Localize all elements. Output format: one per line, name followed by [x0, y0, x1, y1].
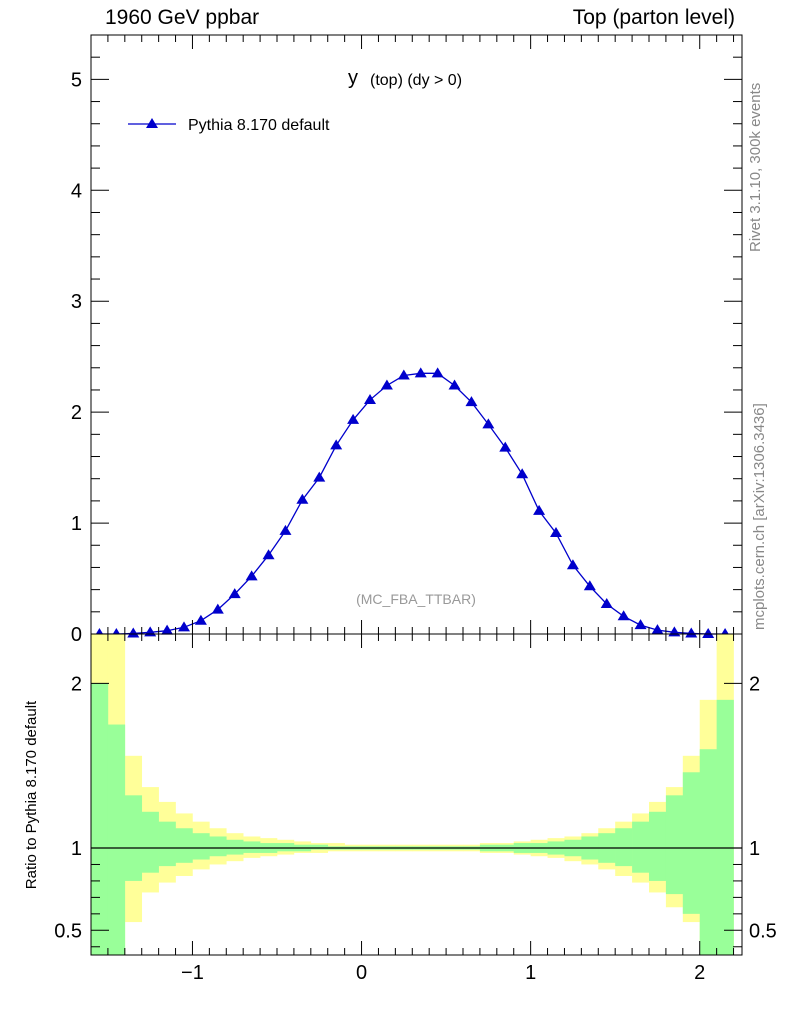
uncertainty-band-inner	[277, 843, 295, 852]
uncertainty-band-inner	[310, 844, 329, 850]
plot-title-sub: (top) (dy > 0)	[370, 72, 462, 89]
data-point-marker	[347, 413, 360, 424]
collider-label: 1960 GeV ppbar	[105, 6, 260, 29]
process-label: Top (parton level)	[572, 6, 735, 29]
data-point-marker	[414, 367, 427, 378]
x-tick-label: −1	[181, 962, 204, 984]
x-tick-label: 1	[525, 962, 536, 984]
data-point-marker	[600, 598, 613, 609]
legend-label: Pythia 8.170 default	[188, 117, 330, 134]
data-point-marker	[211, 603, 224, 614]
uncertainty-band-inner	[91, 683, 109, 955]
ratio-y-tick-label-left: 2	[71, 673, 82, 695]
y-tick-label: 4	[71, 180, 82, 202]
data-point-marker	[178, 621, 190, 632]
plot-title-main: y	[348, 67, 358, 89]
x-tick-label: 2	[694, 962, 705, 984]
data-point-marker	[161, 624, 174, 635]
uncertainty-band-inner	[632, 821, 650, 873]
data-point-marker	[482, 418, 495, 429]
uncertainty-band-inner	[107, 724, 126, 955]
uncertainty-band-inner	[682, 772, 701, 914]
data-point-marker	[566, 559, 579, 570]
y-tick-label: 2	[71, 402, 82, 424]
y-tick-label: 1	[71, 513, 82, 535]
data-point-marker	[651, 624, 664, 635]
data-point-marker	[279, 524, 292, 535]
uncertainty-band-inner	[699, 749, 717, 955]
data-point-marker	[685, 627, 698, 638]
ratio-plot-panel: 0.5 0.5 1 1 2 2 −1 0 1 2 Ratio to Pythia 8.170 de…	[23, 633, 777, 984]
data-point-marker	[364, 393, 376, 404]
ratio-y-tick-label-left: 1	[71, 838, 82, 860]
ratio-y-tick-label-right: 0.5	[749, 920, 777, 942]
uncertainty-band-inner	[716, 699, 734, 955]
ratio-bands	[91, 634, 734, 955]
mcplots-reference-label: mcplots.cern.ch [arXiv:1306.3436]	[751, 403, 768, 630]
data-point-marker	[465, 396, 478, 407]
data-point-marker	[262, 549, 275, 560]
analysis-watermark: (MC_FBA_TTBAR)	[356, 591, 476, 607]
uncertainty-band-inner	[649, 811, 667, 881]
uncertainty-band-inner	[615, 828, 633, 867]
data-point-marker	[550, 527, 562, 538]
x-tick-label: 0	[356, 962, 367, 984]
ratio-y-tick-label-left: 0.5	[54, 920, 82, 942]
uncertainty-band-inner	[158, 821, 176, 867]
data-point-marker	[634, 619, 647, 630]
y-tick-label: 5	[71, 69, 82, 91]
data-point-marker	[194, 614, 207, 625]
main-plot-panel: 0 1 2 3 4 5 y (top) (dy > 0) (MC_FBA_TTBAR) P…	[71, 34, 743, 646]
data-point-marker	[313, 471, 326, 482]
data-point-marker	[397, 369, 410, 380]
legend-marker-triangle-icon	[146, 118, 158, 128]
data-point-marker	[516, 468, 529, 479]
rivet-version-label: Rivet 3.1.10, 300k events	[747, 83, 764, 252]
data-point-marker	[702, 628, 715, 638]
series-line	[99, 372, 726, 635]
data-point-marker	[296, 493, 309, 504]
uncertainty-band-inner	[226, 839, 244, 855]
data-point-marker	[533, 504, 546, 515]
uncertainty-band-inner	[175, 828, 193, 863]
ratio-y-tick-label-right: 1	[749, 838, 760, 860]
data-point-marker	[431, 367, 444, 378]
data-point-marker	[448, 379, 461, 390]
y-tick-label: 0	[71, 624, 82, 646]
data-point-marker	[127, 627, 140, 638]
uncertainty-band-inner	[141, 811, 159, 873]
uncertainty-band-inner	[209, 836, 227, 857]
uncertainty-band-inner	[124, 795, 143, 881]
data-point-marker	[228, 588, 241, 599]
data-point-marker	[583, 580, 596, 591]
ratio-plot-frame	[90, 633, 743, 956]
uncertainty-band-inner	[665, 795, 684, 895]
uncertainty-band-inner	[192, 833, 210, 860]
ratio-y-axis-label: Ratio to Pythia 8.170 default	[23, 700, 40, 889]
legend: Pythia 8.170 default	[128, 117, 330, 134]
y-tick-label: 3	[71, 291, 82, 313]
data-point-marker	[245, 570, 258, 581]
data-point-marker	[380, 379, 393, 390]
data-point-marker	[330, 439, 343, 450]
ratio-y-tick-label-right: 2	[749, 673, 760, 695]
data-point-marker	[499, 441, 512, 452]
uncertainty-band-inner	[243, 841, 261, 853]
data-point-marker	[617, 610, 630, 621]
